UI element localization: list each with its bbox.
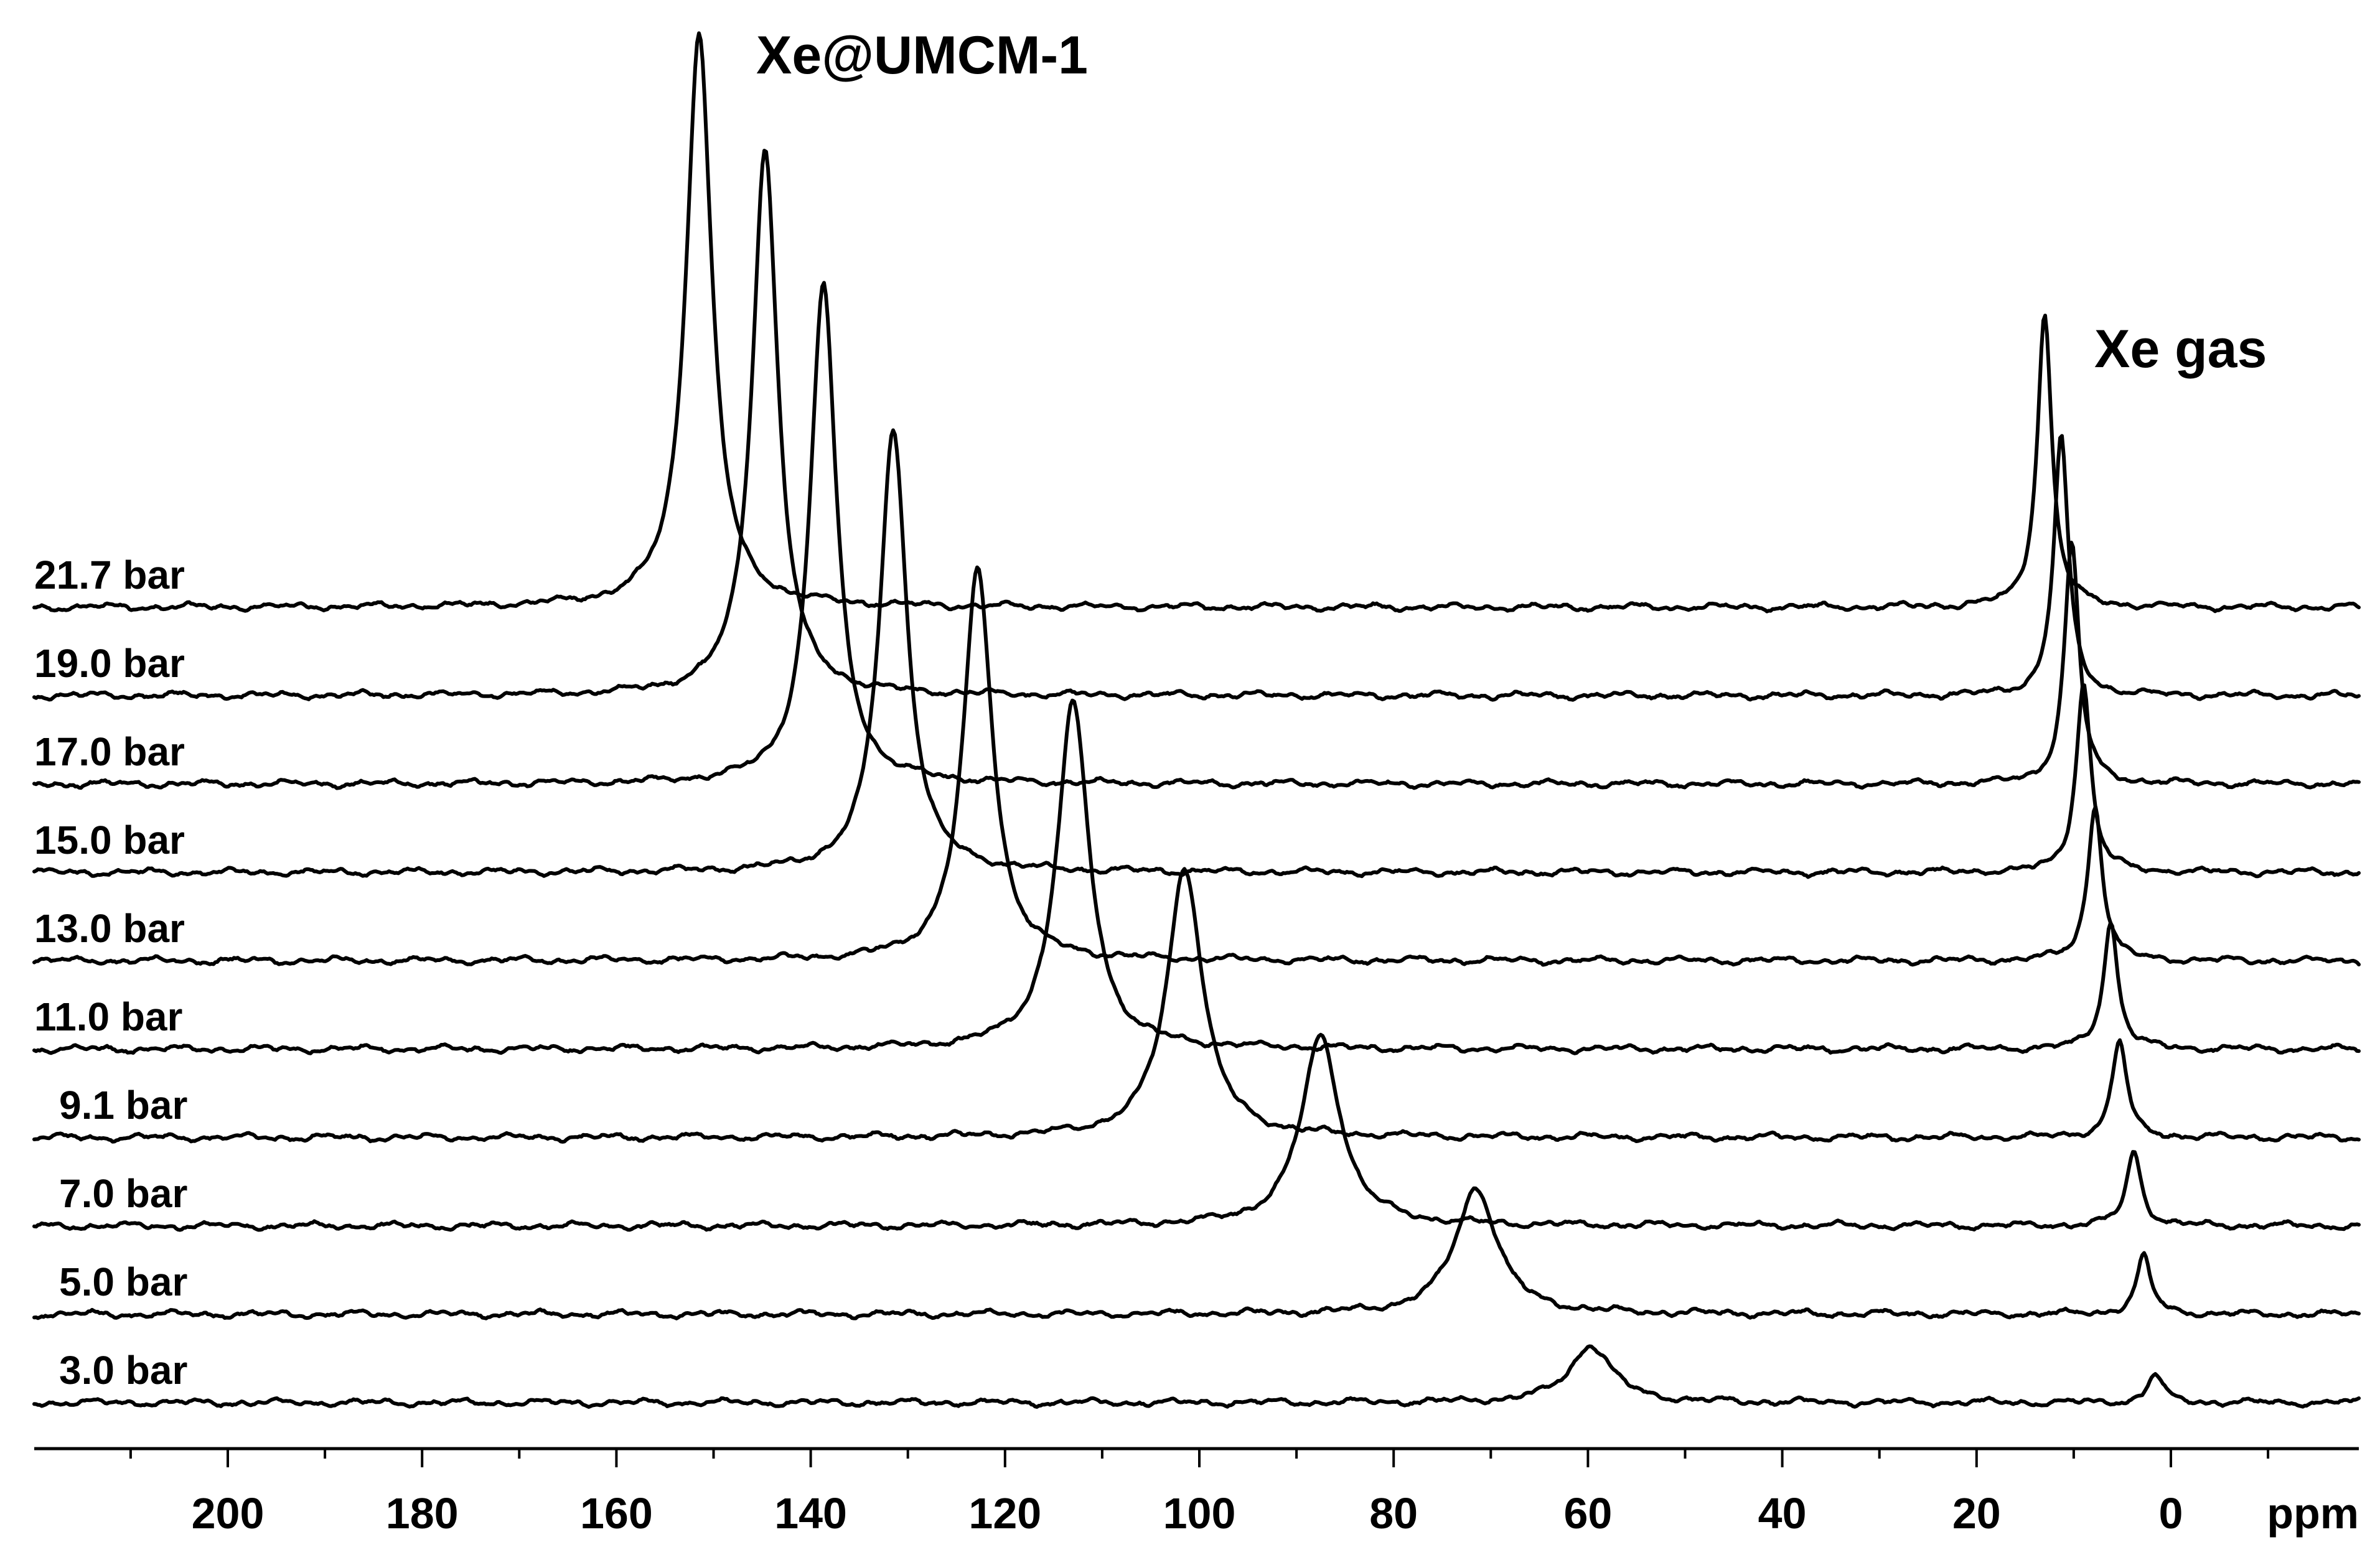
pressure-label: 3.0 bar [59,1348,187,1393]
spectrum-trace [32,698,2361,1055]
x-axis-label: ppm [2267,1489,2359,1538]
x-tick-label: 140 [774,1489,847,1538]
x-axis: 200 180 160 140 120 100 80 60 40 20 0 ppm [34,1447,2359,1538]
pressure-labels: 3.0 bar 5.0 bar 7.0 bar 9.1 bar 11.0 bar 13.0… [34,553,187,1393]
annotation-xe-gas: Xe gas [2094,319,2267,379]
x-tick-label: 0 [2159,1489,2183,1538]
spectrum-trace [32,867,2361,1144]
pressure-label: 5.0 bar [59,1259,187,1304]
spectrum-trace [32,1344,2361,1409]
x-tick-label: 200 [192,1489,265,1538]
spectrum-trace [32,281,2361,790]
spectrum-trace [32,1186,2361,1320]
spectrum-trace [32,428,2361,879]
pressure-label: 19.0 bar [34,641,185,686]
spectra-traces [32,31,2361,1409]
pressure-label: 21.7 bar [34,553,185,597]
x-tick-label: 120 [968,1489,1041,1538]
spectrum-trace [32,31,2361,614]
pressure-label: 13.0 bar [34,906,185,951]
x-tick-label: 40 [1758,1489,1807,1538]
pressure-label: 7.0 bar [59,1171,187,1216]
peak-annotations: Xe@UMCM-1 Xe gas [756,26,2267,379]
x-tick-label: 20 [1952,1489,2001,1538]
x-tick-label: 180 [386,1489,459,1538]
x-tick-label: 60 [1563,1489,1612,1538]
spectrum-trace [32,1032,2361,1232]
x-tick-label: 100 [1163,1489,1236,1538]
x-axis-ticks: 200 180 160 140 120 100 80 60 40 20 0 [129,1449,2270,1538]
spectrum-trace [32,565,2361,967]
pressure-label: 9.1 bar [59,1083,187,1128]
annotation-xe-umcm: Xe@UMCM-1 [756,26,1088,85]
x-tick-label: 160 [580,1489,653,1538]
pressure-label: 15.0 bar [34,818,185,862]
pressure-label: 11.0 bar [34,994,182,1039]
pressure-label: 17.0 bar [34,729,185,774]
x-tick-label: 80 [1369,1489,1418,1538]
spectrum-trace [32,149,2361,702]
